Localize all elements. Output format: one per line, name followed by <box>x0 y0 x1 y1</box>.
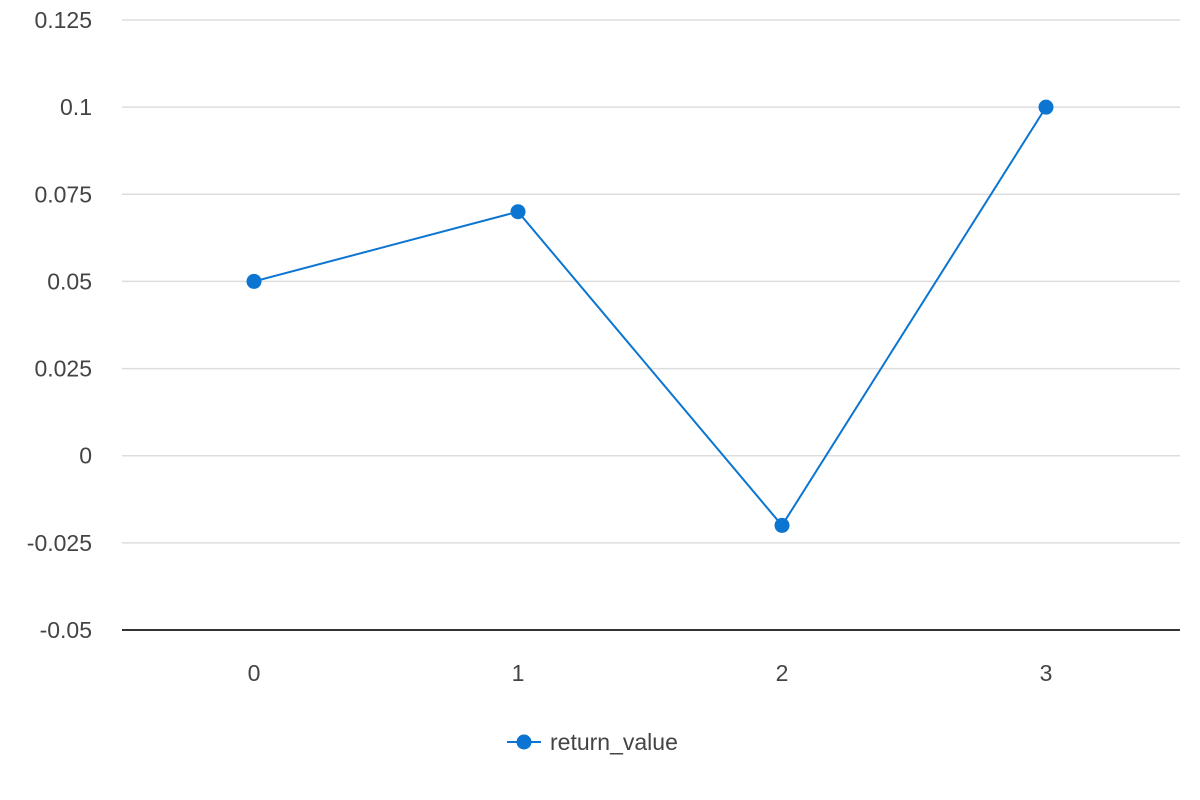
y-tick-label: 0.05 <box>47 268 92 294</box>
x-tick-label: 0 <box>248 660 261 686</box>
x-tick-label: 1 <box>512 660 525 686</box>
y-tick-label: -0.05 <box>40 617 92 643</box>
series-points <box>246 99 1054 533</box>
legend-label: return_value <box>550 729 678 755</box>
y-tick-label: 0.125 <box>34 7 92 33</box>
y-tick-label: 0 <box>79 443 92 469</box>
data-point[interactable] <box>1038 99 1054 115</box>
series-line-return-value <box>253 106 1047 528</box>
y-axis-tick-labels: 0.125 0.1 0.075 0.05 0.025 0 -0.025 -0.05 <box>27 7 92 643</box>
x-tick-label: 3 <box>1040 660 1053 686</box>
legend-marker-dot <box>516 734 532 750</box>
y-tick-label: 0.1 <box>60 94 92 120</box>
data-point[interactable] <box>246 273 262 289</box>
legend[interactable]: return_value <box>507 729 678 755</box>
y-tick-label: 0.025 <box>34 356 92 382</box>
y-tick-label: 0.075 <box>34 181 92 207</box>
data-point[interactable] <box>774 517 790 533</box>
data-point[interactable] <box>510 204 526 220</box>
y-tick-label: -0.025 <box>27 530 92 556</box>
x-axis-tick-labels: 0 1 2 3 <box>248 660 1053 686</box>
gridlines <box>122 19 1180 544</box>
x-tick-label: 2 <box>776 660 789 686</box>
series-lines <box>253 106 1047 528</box>
